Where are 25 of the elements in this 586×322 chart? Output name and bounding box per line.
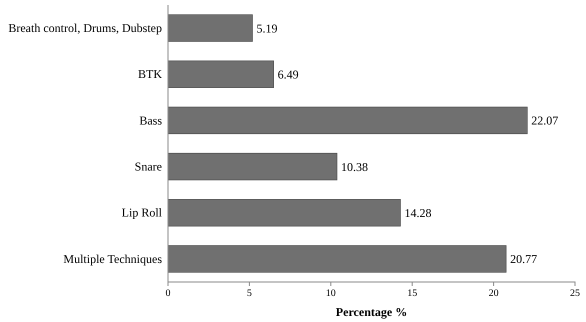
y-tick-label: Snare <box>134 159 162 174</box>
x-tick-label: 25 <box>570 288 580 300</box>
data-label: 6.49 <box>278 67 299 82</box>
bar <box>168 245 506 273</box>
y-tick-label: BTK <box>138 67 162 82</box>
y-tick-label: Lip Roll <box>122 206 163 220</box>
x-axis-title: Percentage % <box>336 305 408 319</box>
data-label: 22.07 <box>531 114 558 128</box>
y-tick-label: Multiple Techniques <box>63 252 162 266</box>
y-tick-label: Breath control, Drums, Dubstep <box>8 20 162 35</box>
data-label: 14.28 <box>404 206 432 220</box>
x-tick-label: 20 <box>488 288 499 300</box>
data-label: 10.38 <box>340 160 368 174</box>
bar <box>168 106 528 134</box>
bar <box>168 199 401 226</box>
bar <box>168 14 253 42</box>
x-tick-label: 10 <box>326 288 336 300</box>
data-label: 20.77 <box>510 252 538 266</box>
data-label: 5.19 <box>256 21 278 36</box>
x-tick-label: 0 <box>166 288 170 300</box>
y-tick-label: Bass <box>139 113 162 128</box>
bar <box>168 60 274 88</box>
x-tick-label: 15 <box>407 288 418 300</box>
x-tick-label: 5 <box>246 288 252 300</box>
bar <box>168 152 338 180</box>
